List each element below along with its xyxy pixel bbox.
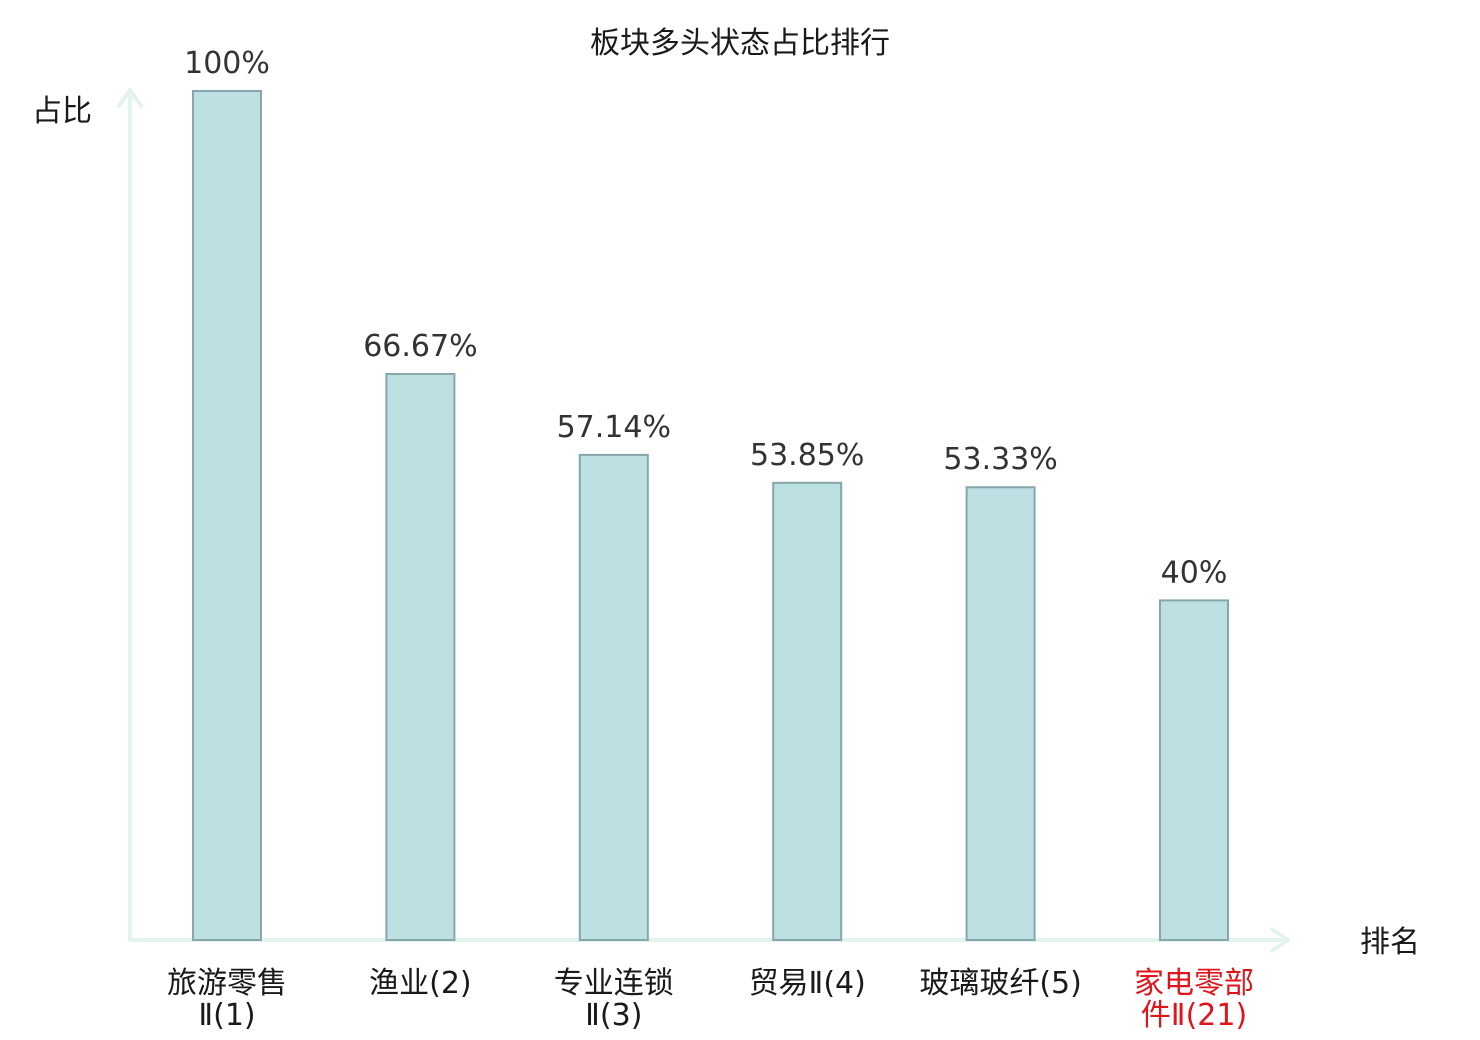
bar	[772, 481, 843, 941]
bar	[192, 90, 262, 941]
x-tick-label: 玻璃玻纤(5)	[919, 966, 1082, 1001]
bar	[578, 453, 649, 941]
x-tick-label: 家电零部	[1134, 966, 1254, 1001]
x-tick-label: 渔业(2)	[369, 966, 472, 1001]
y-axis-title: 占比	[32, 94, 92, 129]
x-axis-arrow	[1270, 927, 1290, 953]
x-tick-label: Ⅱ(3)	[585, 998, 642, 1033]
y-axis-arrow	[117, 88, 143, 108]
x-tick-label: 件Ⅱ(21)	[1141, 998, 1247, 1033]
x-tick-label: Ⅱ(1)	[198, 998, 255, 1033]
x-tick-label: 贸易Ⅱ(4)	[749, 966, 866, 1001]
bar-value-label: 100%	[184, 46, 270, 81]
bars-group	[192, 90, 1229, 942]
bar-value-label: 57.14%	[557, 410, 671, 445]
x-tick-label: 专业连锁	[554, 966, 674, 1001]
bar	[385, 372, 456, 942]
bar	[965, 486, 1036, 941]
chart-title: 板块多头状态占比排行	[590, 26, 890, 61]
bar-value-label: 53.33%	[943, 442, 1057, 477]
axes	[117, 88, 1290, 953]
x-tick-label: 旅游零售	[167, 966, 287, 1001]
bar-value-label: 53.85%	[750, 438, 864, 473]
bar-value-label: 66.67%	[363, 329, 477, 364]
bar-value-label: 40%	[1161, 555, 1228, 590]
x-axis-title: 排名	[1360, 925, 1420, 960]
bar	[1159, 599, 1229, 942]
value-labels-group: 100% 66.67% 57.14% 53.85% 53.33% 40%	[184, 46, 1227, 590]
